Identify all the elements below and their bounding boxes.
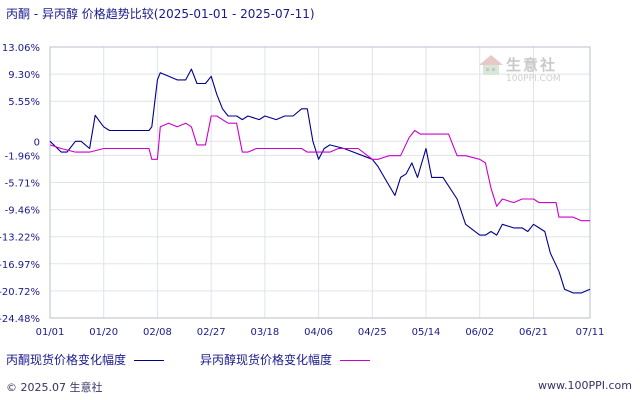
y-tick-label: -13.22% <box>0 233 40 244</box>
x-tick-label: 07/11 <box>576 327 605 338</box>
axes <box>49 46 591 319</box>
y-tick-label: -24.48% <box>0 314 40 325</box>
y-tick-label: 0 <box>34 137 40 148</box>
watermark-logo-icon <box>479 55 503 75</box>
footer-link[interactable]: www.100PPI.com <box>538 379 632 392</box>
x-tick-label: 06/02 <box>465 327 494 338</box>
y-tick-labels: 13.06% 9.30% 5.55% 0 -1.96% -5.71% -9.46% -13.2… <box>0 43 40 325</box>
x-tick-label: 02/27 <box>197 327 226 338</box>
series-line-1 <box>49 68 591 294</box>
x-tick-label: 04/06 <box>304 327 333 338</box>
x-tick-label: 02/08 <box>143 327 172 338</box>
x-tick-label: 04/25 <box>358 327 387 338</box>
x-tick-label: 01/20 <box>89 327 118 338</box>
y-tick-label: -16.97% <box>0 260 40 271</box>
legend-label-series-2: 异丙醇现货价格变化幅度 <box>200 353 333 367</box>
y-tick-label: -9.46% <box>5 206 40 217</box>
y-tick-label: -5.71% <box>5 179 40 190</box>
y-tick-label: 5.55% <box>8 97 40 108</box>
x-tick-label: 06/21 <box>519 327 548 338</box>
plot-frame <box>49 46 591 319</box>
x-tick-labels: 01/01 01/20 02/08 02/27 03/18 04/06 04/25 05/14… <box>36 327 605 338</box>
x-tick-label: 01/01 <box>36 327 65 338</box>
watermark-text: 生意社 <box>506 56 558 74</box>
x-tick-label: 05/14 <box>412 327 441 338</box>
y-tick-label: -1.96% <box>5 151 40 162</box>
watermark: 生意社 100PPI.COM <box>478 52 578 96</box>
x-tick-label: 03/18 <box>250 327 279 338</box>
chart-title: 丙酮 - 异丙醇 价格趋势比较(2025-01-01 - 2025-07-11) <box>6 7 315 21</box>
legend-item-series-2: 异丙醇现货价格变化幅度 <box>200 351 370 368</box>
footer-copyright: © 2025.07 生意社 <box>6 381 103 394</box>
series-lines <box>49 68 591 294</box>
y-tick-label: -20.72% <box>0 287 40 298</box>
legend-swatch-series-2 <box>339 360 370 361</box>
legend-item-series-1: 丙酮现货价格变化幅度 <box>6 351 164 368</box>
y-tick-label: 9.30% <box>8 70 40 81</box>
y-tick-label: 13.06% <box>2 43 40 54</box>
legend-swatch-series-1 <box>133 360 164 361</box>
series-line-2 <box>49 115 590 222</box>
legend-label-series-1: 丙酮现货价格变化幅度 <box>6 353 127 367</box>
watermark-url: 100PPI.COM <box>506 74 561 84</box>
